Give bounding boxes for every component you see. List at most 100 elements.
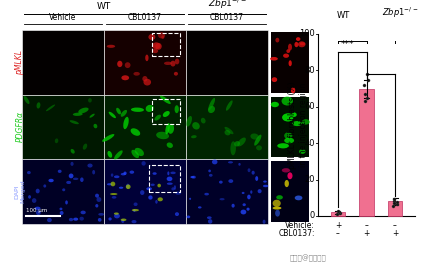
Ellipse shape [302, 119, 310, 125]
Ellipse shape [234, 141, 240, 147]
Ellipse shape [250, 133, 259, 140]
Ellipse shape [254, 135, 262, 146]
Ellipse shape [102, 134, 114, 142]
Ellipse shape [161, 35, 164, 39]
Ellipse shape [133, 72, 140, 76]
Ellipse shape [108, 217, 112, 221]
Ellipse shape [230, 141, 236, 155]
Text: $Zbp1^{-/-}$: $Zbp1^{-/-}$ [382, 5, 418, 20]
Ellipse shape [152, 49, 158, 53]
Ellipse shape [238, 163, 241, 166]
Ellipse shape [78, 108, 89, 113]
Ellipse shape [132, 220, 137, 223]
Ellipse shape [225, 127, 233, 134]
Ellipse shape [300, 42, 305, 45]
Ellipse shape [141, 161, 146, 165]
Ellipse shape [121, 219, 127, 221]
Ellipse shape [117, 61, 122, 67]
Ellipse shape [80, 178, 84, 182]
Text: WT: WT [97, 2, 111, 11]
Ellipse shape [192, 176, 196, 179]
Ellipse shape [140, 190, 144, 195]
Ellipse shape [299, 149, 306, 154]
Ellipse shape [160, 96, 171, 104]
Ellipse shape [89, 114, 95, 118]
Ellipse shape [186, 116, 192, 127]
Ellipse shape [273, 200, 281, 207]
Ellipse shape [204, 193, 209, 195]
Ellipse shape [60, 211, 64, 215]
Ellipse shape [36, 210, 41, 215]
Ellipse shape [248, 168, 251, 172]
Ellipse shape [208, 170, 211, 172]
Ellipse shape [289, 60, 292, 66]
Ellipse shape [36, 189, 40, 193]
Ellipse shape [192, 122, 200, 130]
Bar [104, 30, 186, 95]
Bar [186, 159, 268, 224]
Ellipse shape [246, 208, 250, 211]
Ellipse shape [167, 142, 173, 148]
Ellipse shape [276, 38, 279, 42]
Text: CBL0137:: CBL0137: [279, 230, 315, 238]
Ellipse shape [98, 213, 104, 216]
Ellipse shape [28, 195, 31, 199]
Ellipse shape [167, 182, 173, 185]
Ellipse shape [175, 212, 179, 216]
Ellipse shape [81, 211, 86, 214]
Ellipse shape [226, 100, 233, 111]
Text: CBL0137: CBL0137 [128, 13, 162, 22]
Ellipse shape [257, 189, 262, 193]
Ellipse shape [151, 184, 155, 186]
Ellipse shape [283, 53, 289, 58]
Ellipse shape [284, 138, 294, 143]
Ellipse shape [58, 170, 62, 173]
Ellipse shape [232, 204, 235, 208]
Ellipse shape [241, 210, 246, 215]
Ellipse shape [225, 130, 230, 135]
Ellipse shape [134, 202, 138, 206]
Ellipse shape [291, 87, 295, 93]
Ellipse shape [247, 195, 251, 199]
Text: ***: *** [341, 40, 354, 49]
Ellipse shape [209, 174, 213, 177]
Bar [149, 164, 180, 192]
Ellipse shape [155, 200, 158, 204]
Ellipse shape [121, 110, 127, 117]
Ellipse shape [208, 106, 215, 113]
Ellipse shape [130, 128, 140, 136]
Ellipse shape [276, 195, 283, 199]
Ellipse shape [165, 123, 170, 134]
Ellipse shape [66, 181, 71, 184]
Ellipse shape [295, 196, 303, 200]
Ellipse shape [168, 124, 174, 134]
Text: DAPI
Merged: DAPI Merged [15, 180, 25, 204]
Ellipse shape [157, 184, 161, 187]
Ellipse shape [287, 49, 290, 53]
Ellipse shape [170, 172, 176, 174]
Ellipse shape [125, 62, 130, 68]
Ellipse shape [116, 108, 121, 114]
Text: 搜狐号@小张科研: 搜狐号@小张科研 [290, 255, 327, 262]
Ellipse shape [69, 218, 73, 221]
Ellipse shape [145, 55, 149, 61]
Ellipse shape [282, 113, 294, 122]
Ellipse shape [88, 98, 92, 102]
Ellipse shape [148, 195, 153, 200]
Ellipse shape [164, 62, 172, 65]
Ellipse shape [263, 185, 268, 187]
Ellipse shape [73, 218, 78, 221]
Ellipse shape [143, 79, 151, 85]
Ellipse shape [55, 138, 58, 143]
Ellipse shape [70, 162, 73, 166]
Ellipse shape [263, 181, 267, 183]
Ellipse shape [252, 171, 255, 175]
Text: CBL0137: CBL0137 [210, 13, 244, 22]
Ellipse shape [60, 208, 62, 210]
Ellipse shape [284, 180, 289, 187]
Text: +: + [392, 230, 398, 238]
Text: Vehicle: Vehicle [49, 13, 77, 22]
Ellipse shape [92, 170, 95, 175]
Ellipse shape [79, 217, 84, 221]
Ellipse shape [112, 196, 116, 199]
